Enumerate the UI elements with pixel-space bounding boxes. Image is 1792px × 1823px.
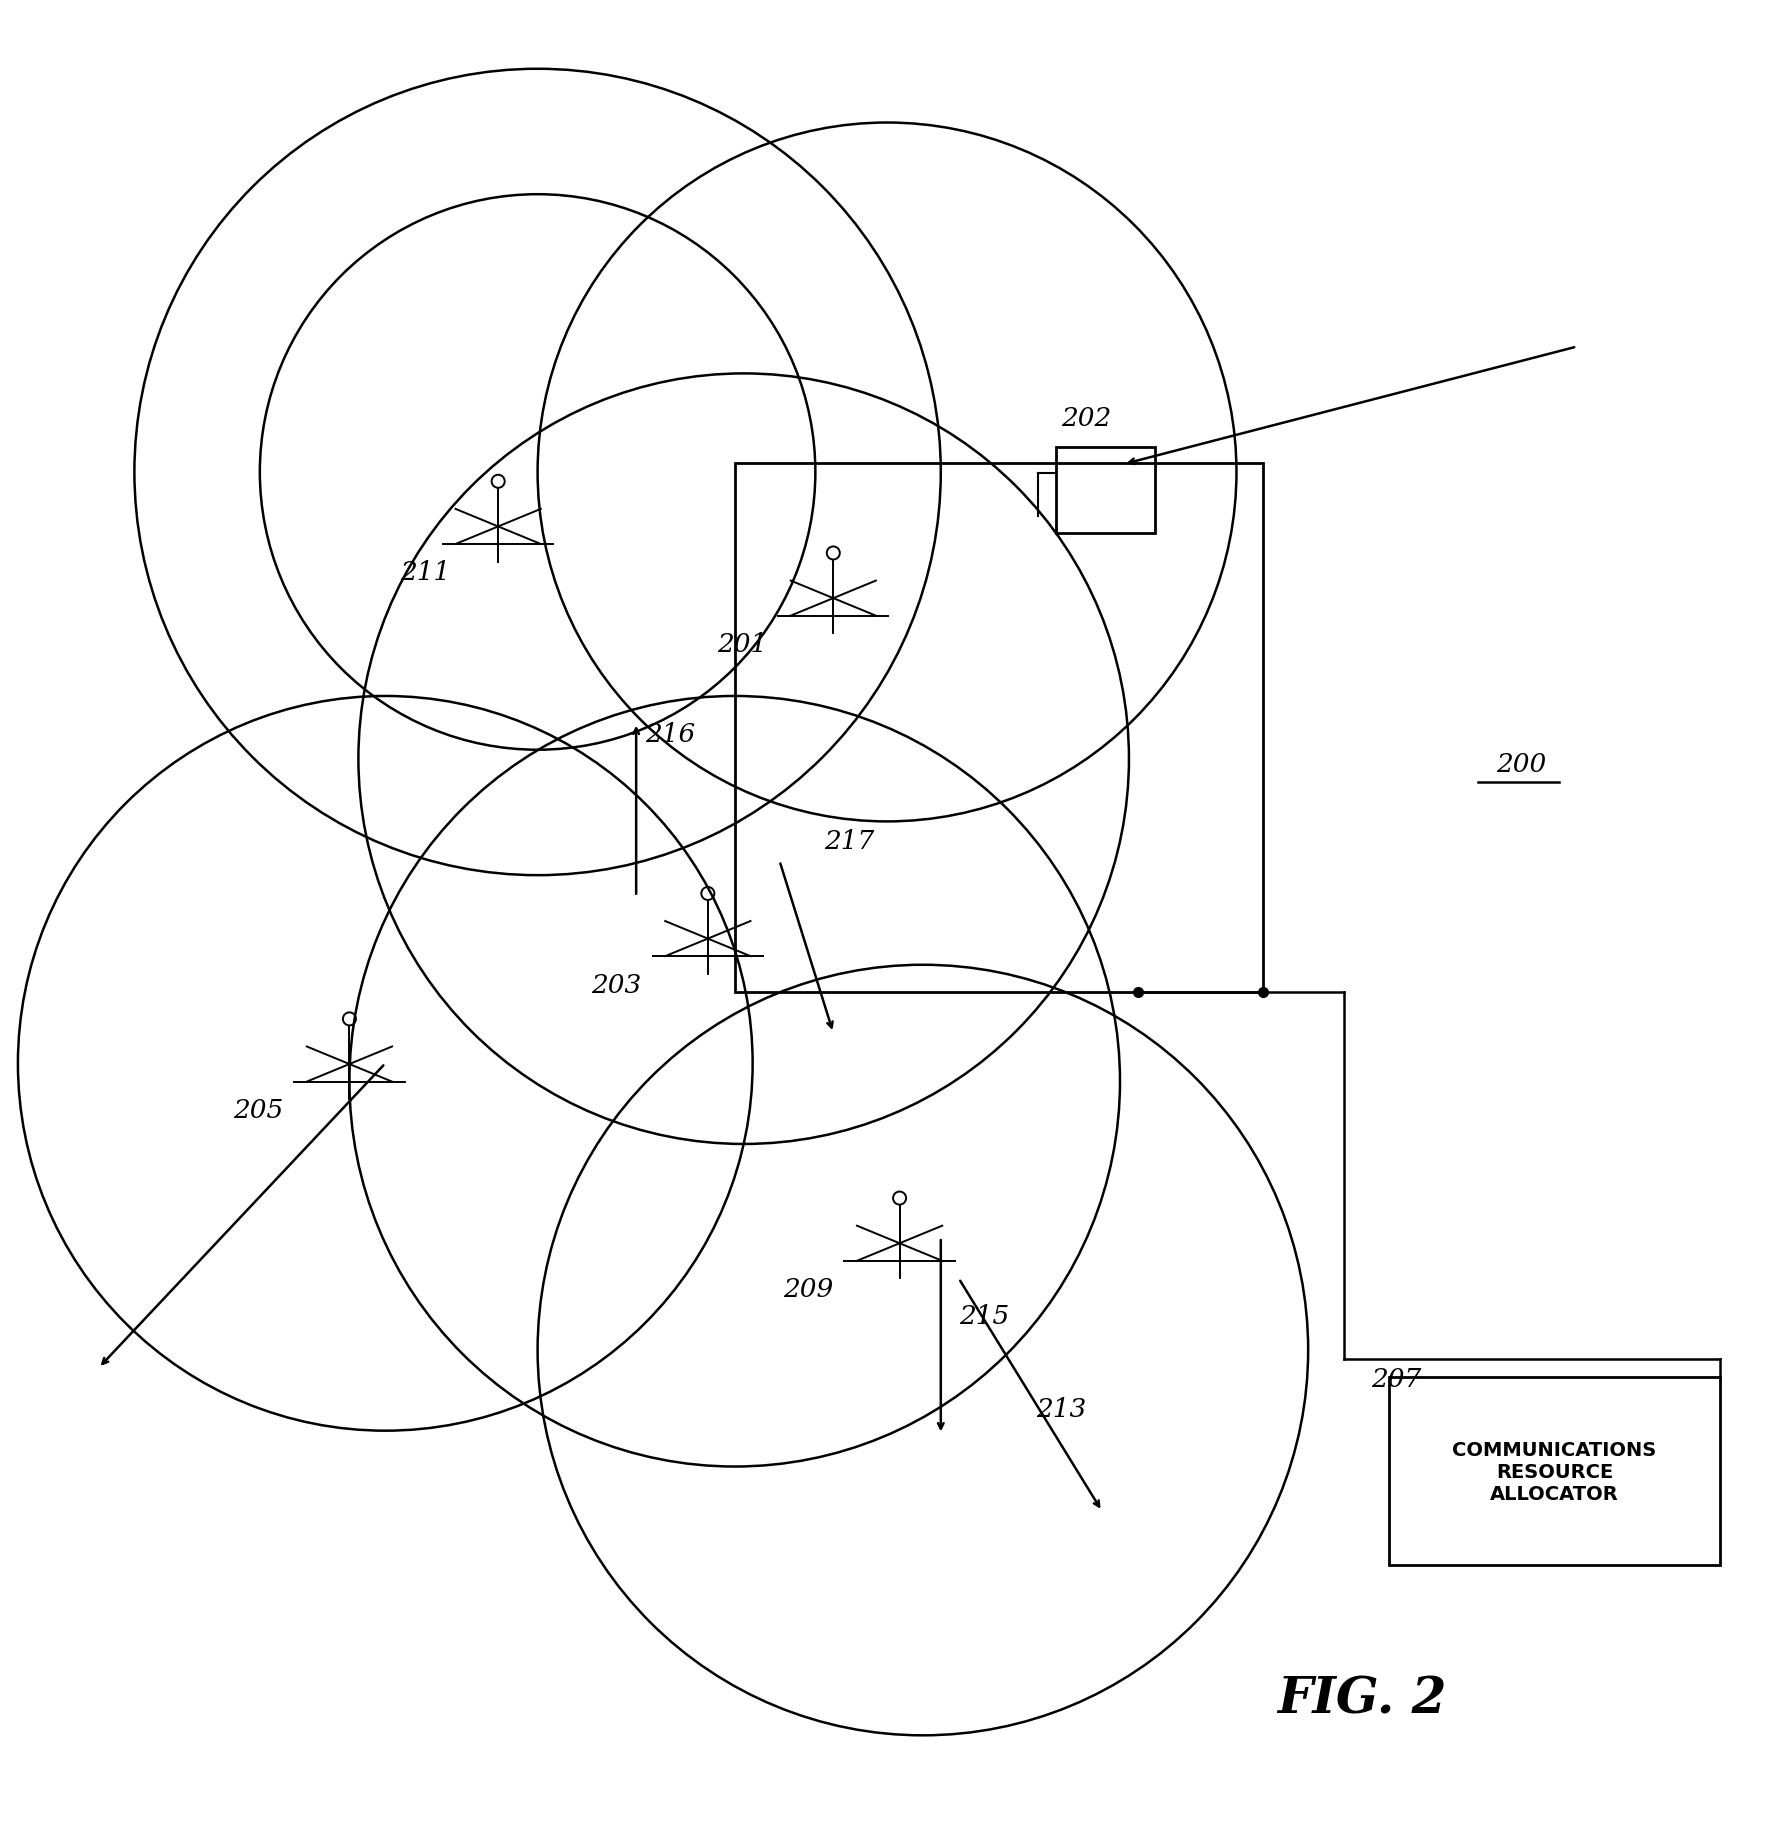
- Text: 200: 200: [1496, 751, 1546, 777]
- Bar: [735, 463, 1263, 992]
- Text: FIG. 2: FIG. 2: [1278, 1675, 1446, 1725]
- Text: 201: 201: [717, 633, 767, 656]
- Text: 207: 207: [1371, 1365, 1421, 1391]
- Bar: [1389, 1376, 1720, 1566]
- Bar: [1057, 448, 1156, 534]
- Text: 209: 209: [783, 1276, 833, 1302]
- Text: 202: 202: [1061, 407, 1111, 430]
- Text: 213: 213: [1036, 1396, 1086, 1422]
- Text: 205: 205: [233, 1097, 283, 1123]
- Text: 216: 216: [645, 722, 695, 746]
- Text: 211: 211: [400, 560, 450, 585]
- Text: 215: 215: [959, 1303, 1009, 1329]
- Text: COMMUNICATIONS
RESOURCE
ALLOCATOR: COMMUNICATIONS RESOURCE ALLOCATOR: [1453, 1440, 1656, 1502]
- Text: 217: 217: [824, 829, 874, 853]
- Text: 203: 203: [591, 972, 642, 997]
